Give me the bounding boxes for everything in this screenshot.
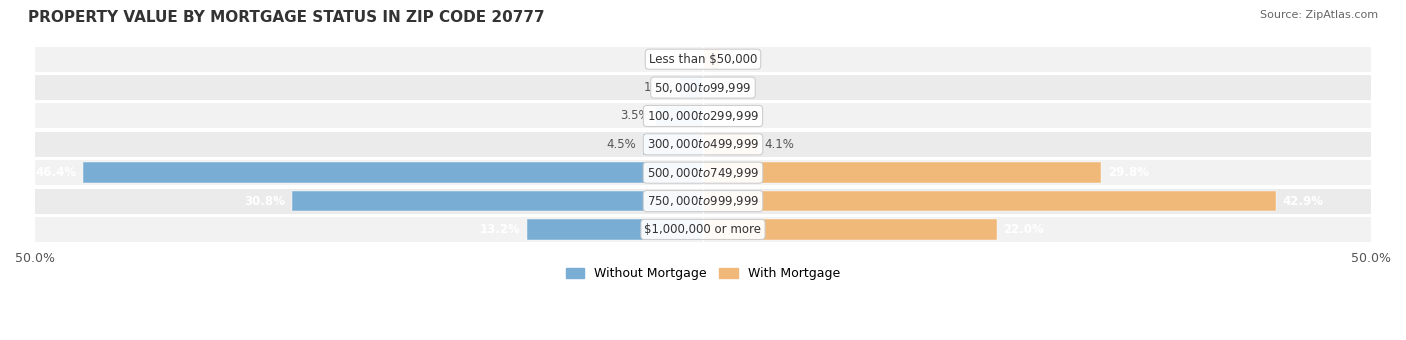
Bar [657, 106, 703, 126]
Legend: Without Mortgage, With Mortgage: Without Mortgage, With Mortgage [561, 262, 845, 285]
Bar [35, 47, 1371, 72]
Bar [35, 160, 1371, 185]
Text: $500,000 to $749,999: $500,000 to $749,999 [647, 166, 759, 180]
Bar [703, 163, 1101, 183]
Text: Source: ZipAtlas.com: Source: ZipAtlas.com [1260, 10, 1378, 20]
Bar [703, 49, 718, 69]
Bar [291, 191, 703, 211]
Bar [83, 163, 703, 183]
Text: $100,000 to $299,999: $100,000 to $299,999 [647, 109, 759, 123]
Text: 3.5%: 3.5% [620, 109, 650, 122]
Text: PROPERTY VALUE BY MORTGAGE STATUS IN ZIP CODE 20777: PROPERTY VALUE BY MORTGAGE STATUS IN ZIP… [28, 10, 544, 25]
Text: 29.8%: 29.8% [1108, 166, 1149, 179]
Bar [681, 78, 703, 98]
Text: 4.1%: 4.1% [765, 138, 794, 151]
Text: 1.2%: 1.2% [725, 53, 755, 66]
Bar [527, 219, 703, 240]
Text: 22.0%: 22.0% [1004, 223, 1045, 236]
Text: Less than $50,000: Less than $50,000 [648, 53, 758, 66]
Text: 42.9%: 42.9% [1282, 194, 1324, 207]
Bar [35, 189, 1371, 214]
Text: $750,000 to $999,999: $750,000 to $999,999 [647, 194, 759, 208]
Bar [35, 132, 1371, 157]
Bar [643, 134, 703, 155]
Text: $1,000,000 or more: $1,000,000 or more [644, 223, 762, 236]
Text: 4.5%: 4.5% [606, 138, 636, 151]
Bar [703, 191, 1277, 211]
Text: 46.4%: 46.4% [35, 166, 76, 179]
Text: 1.7%: 1.7% [644, 81, 673, 94]
Bar [35, 103, 1371, 129]
Bar [35, 75, 1371, 100]
Text: 13.2%: 13.2% [479, 223, 520, 236]
Bar [703, 219, 997, 240]
Bar [35, 217, 1371, 242]
Text: 30.8%: 30.8% [245, 194, 285, 207]
Bar [703, 134, 758, 155]
Text: $300,000 to $499,999: $300,000 to $499,999 [647, 137, 759, 151]
Text: $50,000 to $99,999: $50,000 to $99,999 [654, 81, 752, 95]
